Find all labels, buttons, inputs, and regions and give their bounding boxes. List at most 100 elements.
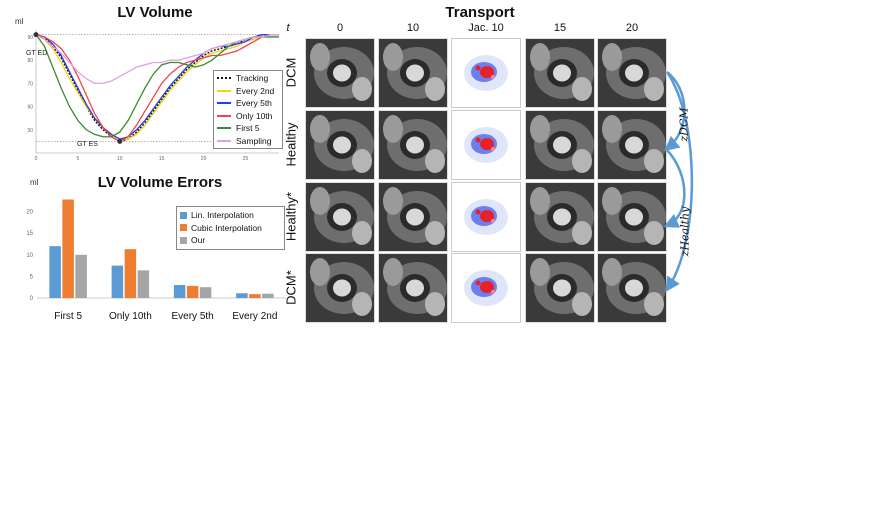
transport-title: Transport xyxy=(445,4,515,21)
legend-item: Sampling xyxy=(214,135,282,148)
bar-lin-interpolation xyxy=(173,285,186,298)
legend-item: Every 2nd xyxy=(214,85,282,98)
cardiac-mri-image xyxy=(305,182,375,252)
legend-item: First 5 xyxy=(214,122,282,135)
legend-label: Only 10th xyxy=(236,110,273,121)
bar-cubic-interpolation xyxy=(124,249,137,298)
cardiac-mri-image xyxy=(525,253,595,323)
cardiac-mri-image xyxy=(597,38,667,108)
cardiac-mri-image xyxy=(525,38,595,108)
y-tick-label: 10 xyxy=(26,253,33,259)
arrow-healthy-to-healthy-star xyxy=(663,149,686,228)
column-label: 20 xyxy=(625,22,639,34)
jacobian-map-image xyxy=(451,110,521,180)
y-tick-label: 15 xyxy=(26,231,33,237)
arrow-dcm-to-dcm-star xyxy=(665,71,694,293)
y-tick-label: 0 xyxy=(30,296,34,302)
x-tick-label: 25 xyxy=(243,156,249,162)
y-tick-label: 5 xyxy=(30,274,34,280)
cardiac-mri-image xyxy=(597,253,667,323)
volume-unit-label: ml xyxy=(15,17,24,26)
bar-lin-interpolation xyxy=(49,246,61,298)
cardiac-mri-image xyxy=(378,110,448,180)
category-label: Only 10th xyxy=(108,311,152,322)
legend-item: Every 5th xyxy=(214,97,282,110)
legend-item: Only 10th xyxy=(214,110,282,123)
legend-swatch xyxy=(180,236,187,244)
legend-label: Every 2nd xyxy=(236,85,275,96)
jacobian-map-image xyxy=(451,253,521,323)
jacobian-map-image xyxy=(451,38,521,108)
legend-item: Our xyxy=(177,234,284,247)
bar-our xyxy=(137,270,150,298)
volume-chart-title: LV Volume xyxy=(117,4,193,21)
y-tick-label: 60 xyxy=(27,105,33,111)
z-healthy-label: zHealthy xyxy=(678,206,692,257)
cardiac-mri-image xyxy=(378,253,448,323)
series-line-every-2nd xyxy=(35,33,279,140)
cardiac-mri-image xyxy=(597,182,667,252)
x-tick-label: 20 xyxy=(201,156,207,162)
category-label: First 5 xyxy=(54,311,83,322)
y-tick-label: 70 xyxy=(27,81,33,87)
legend-label: Our xyxy=(191,235,206,246)
column-label: 10 xyxy=(406,22,420,34)
bar-our xyxy=(262,293,274,298)
y-tick-label: 90 xyxy=(27,35,33,41)
cardiac-mri-image xyxy=(525,182,595,252)
cardiac-mri-image xyxy=(378,38,448,108)
legend-label: Lin. Interpolation xyxy=(191,210,254,221)
errors-unit-label: ml xyxy=(30,178,39,187)
time-symbol: t xyxy=(286,22,290,34)
bar-lin-interpolation xyxy=(111,265,124,298)
x-tick-label: 10 xyxy=(117,156,123,162)
cardiac-mri-image xyxy=(305,110,375,180)
cardiac-mri-image xyxy=(305,38,375,108)
cardiac-mri-image xyxy=(525,110,595,180)
gt-ed-annotation: GT ED xyxy=(26,50,48,57)
legend-swatch xyxy=(180,224,187,232)
x-tick-label: 15 xyxy=(159,156,165,162)
z-dcm-label: zDCM xyxy=(677,107,691,142)
legend-swatch xyxy=(217,139,231,142)
series-line-only-10th xyxy=(35,33,279,143)
bar-cubic-interpolation xyxy=(249,294,261,298)
jacobian-map-image xyxy=(451,182,521,252)
errors-chart-title: LV Volume Errors xyxy=(97,174,223,191)
legend-item: Lin. Interpolation xyxy=(177,209,284,222)
series-line-sampling xyxy=(35,33,279,85)
legend-label: First 5 xyxy=(236,123,260,134)
volume-legend: Tracking Every 2nd Every 5th Only 10th First… xyxy=(213,70,283,149)
x-tick-label: 5 xyxy=(77,156,80,162)
legend-swatch xyxy=(217,114,231,117)
category-label: Every 2nd xyxy=(232,311,278,322)
column-label: 0 xyxy=(336,22,344,34)
legend-label: Cubic Interpolation xyxy=(191,222,262,233)
category-label: Every 5th xyxy=(171,311,214,322)
legend-swatch xyxy=(217,77,231,80)
legend-label: Tracking xyxy=(236,73,269,84)
legend-swatch xyxy=(217,102,231,105)
legend-swatch xyxy=(217,127,231,130)
bar-our xyxy=(199,287,212,298)
bar-lin-interpolation xyxy=(236,293,248,298)
legend-label: Sampling xyxy=(236,135,272,146)
y-tick-label: 80 xyxy=(27,58,33,64)
column-label: 15 xyxy=(553,22,567,34)
cardiac-mri-image xyxy=(305,253,375,323)
bar-cubic-interpolation xyxy=(186,285,199,298)
legend-item: Cubic Interpolation xyxy=(177,222,284,235)
legend-item: Tracking xyxy=(214,72,282,85)
column-label: Jac. 10 xyxy=(468,22,504,34)
gt-es-point xyxy=(117,138,123,144)
x-tick-label: 0 xyxy=(35,156,38,162)
legend-swatch xyxy=(180,211,187,219)
bar-cubic-interpolation xyxy=(62,199,74,298)
y-tick-label: 20 xyxy=(26,210,33,216)
gt-ed-point xyxy=(33,32,39,38)
errors-legend: Lin. Interpolation Cubic Interpolation Our xyxy=(176,206,285,250)
legend-label: Every 5th xyxy=(236,98,272,109)
